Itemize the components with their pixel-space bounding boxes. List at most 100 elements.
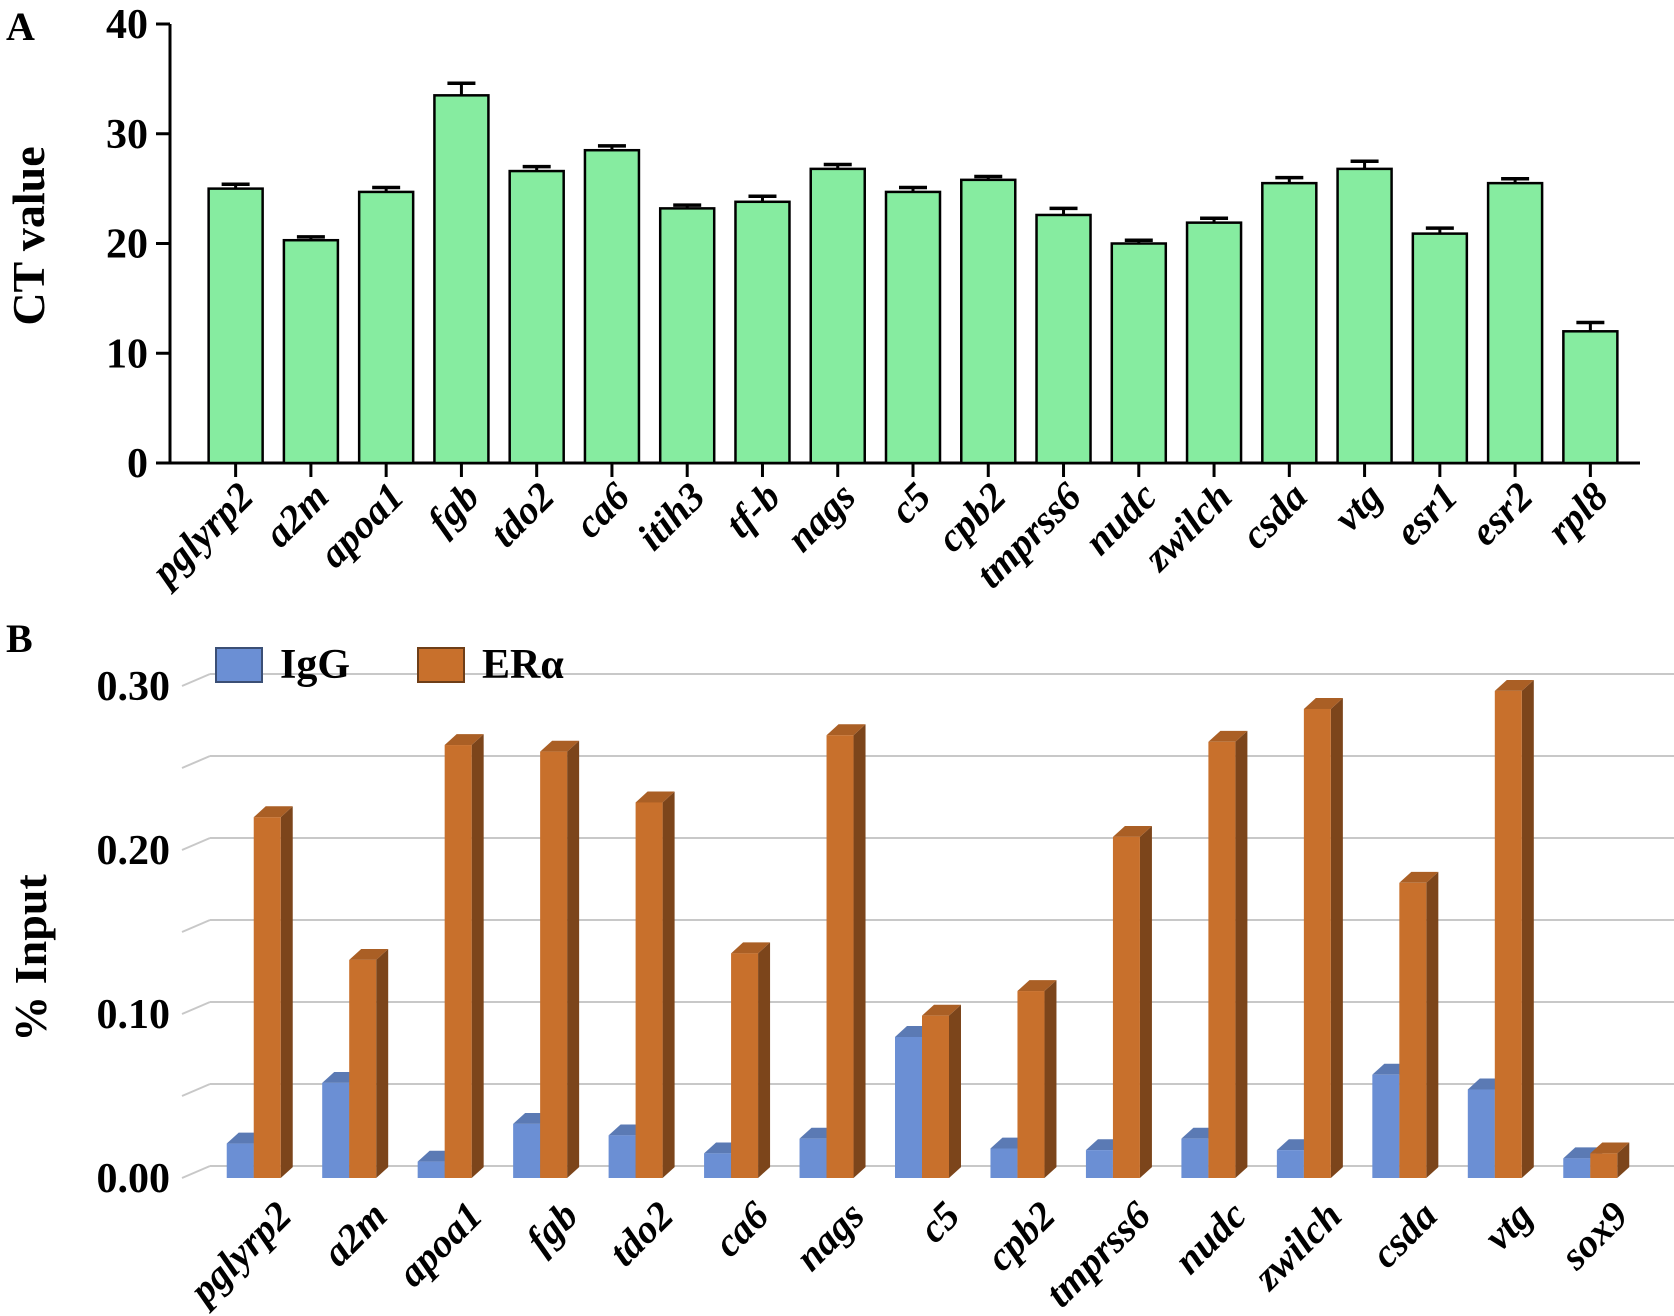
panel-b-bar-top xyxy=(1399,871,1439,883)
panel-b-label: B xyxy=(6,616,33,661)
panel-a-bar xyxy=(1261,181,1318,465)
panel-a-bar xyxy=(1486,181,1544,465)
panel-b-category-label: a2m xyxy=(313,1193,395,1275)
panel-b-bar-igg xyxy=(1085,1150,1113,1178)
panel-b-category-label: fgb xyxy=(517,1193,587,1263)
panel-b-legend-swatch xyxy=(417,647,465,683)
panel-a-bar xyxy=(1336,167,1393,465)
panel-b-bar-igg xyxy=(704,1153,732,1178)
panel-b-bar-top xyxy=(635,791,675,803)
panel-b-bar-era xyxy=(922,1015,949,1178)
panel-a-category-label: esr1 xyxy=(1386,474,1467,555)
panel-b-bar-igg xyxy=(608,1135,636,1178)
panel-b-bar-igg xyxy=(799,1138,827,1178)
panel-a-category-label: fgb xyxy=(418,474,488,544)
panel-a-category-label: c5 xyxy=(881,474,940,533)
panel-b-category-label: pglyrp2 xyxy=(178,1193,300,1315)
panel-b-gridline-slant xyxy=(181,1165,211,1179)
panel-b-bar-era xyxy=(1494,690,1522,1178)
panel-b-bar-top xyxy=(826,724,866,736)
panel-b-category-label: tmprss6 xyxy=(1036,1193,1159,1316)
panel-b-bar-top xyxy=(1017,980,1057,992)
panel-a-category-label: tf-b xyxy=(716,474,789,547)
panel-b-bar-side xyxy=(1617,1142,1630,1178)
panel-a-category-label: nags xyxy=(777,474,864,561)
panel-a-bar xyxy=(1035,213,1092,465)
panel-b-gridline-slant xyxy=(181,837,211,851)
panel-b-y-tick-label: 0.00 xyxy=(97,1156,171,1202)
panel-b-bar-igg xyxy=(1467,1089,1495,1178)
panel-a-bar xyxy=(1110,242,1168,465)
panel-b-bar-side xyxy=(1044,980,1057,1178)
panel-b-category-label: apoa1 xyxy=(389,1193,492,1296)
panel-b-bar-era xyxy=(1208,741,1236,1178)
panel-b-bar-era xyxy=(1017,991,1045,1178)
panel-a-y-tick-label: 40 xyxy=(106,2,148,48)
panel-b-bar-top xyxy=(1112,825,1152,837)
panel-b-legend-label: IgG xyxy=(280,642,350,688)
panel-b-bar-side xyxy=(1521,680,1534,1178)
panel-b-category-label: c5 xyxy=(910,1193,969,1252)
panel-a-y-axis-label: CT value xyxy=(3,146,54,325)
panel-b-legend-swatch xyxy=(215,647,263,683)
panel-b-bar-top xyxy=(922,1004,961,1016)
panel-b-bar-top xyxy=(253,806,293,818)
panel-a-bar xyxy=(734,200,791,465)
panel-b-bar-top xyxy=(444,734,484,746)
panel-b-bar-igg xyxy=(322,1082,350,1178)
panel-a-category-label: itih3 xyxy=(628,474,713,559)
panel-b-bar-igg xyxy=(1181,1138,1209,1178)
panel-a-category-label: vtg xyxy=(1325,474,1391,540)
panel-b-bar-igg xyxy=(513,1123,541,1178)
panel-a-bar xyxy=(583,148,641,465)
panel-a-label: A xyxy=(6,4,35,49)
panel-b-bar-era xyxy=(635,802,663,1178)
panel-b-bar-side xyxy=(1426,871,1439,1178)
panel-b-bar-top xyxy=(349,948,389,960)
panel-b-bar-top xyxy=(1208,730,1248,742)
panel-b-y-tick-label: 0.20 xyxy=(97,828,171,874)
panel-b-bar-igg xyxy=(895,1036,922,1178)
panel-b-bar-era xyxy=(1590,1153,1618,1178)
panel-b-category-label: nags xyxy=(786,1193,873,1280)
panel-b-legend: IgG ERα xyxy=(215,642,564,688)
panel-a-y-tick-label: 30 xyxy=(106,112,148,158)
panel-b-bar-igg xyxy=(990,1148,1018,1178)
panel-b-bar-era xyxy=(253,817,281,1178)
panel-a-category-label: esr2 xyxy=(1461,474,1542,555)
panel-b-bar-igg xyxy=(1372,1074,1400,1178)
panel-a-bar xyxy=(433,94,490,465)
panel-b-bar-side xyxy=(853,724,866,1178)
panel-b-category-label: zwilch xyxy=(1243,1193,1350,1300)
panel-b-bar-era xyxy=(444,745,472,1178)
panel-b-bar-top xyxy=(540,740,580,752)
panel-a-y-tick-label: 0 xyxy=(127,441,148,487)
panel-b-bar-side xyxy=(280,806,293,1178)
panel-a-category-label: pglyrp2 xyxy=(140,474,262,596)
panel-b-bar-top xyxy=(1494,680,1534,691)
panel-b-bar-top xyxy=(1590,1142,1630,1154)
panel-b-bar-top xyxy=(731,942,771,954)
panel-a-bar xyxy=(960,178,1017,465)
panel-a-category-label: tdo2 xyxy=(481,474,563,556)
panel-b-bar-igg xyxy=(226,1143,254,1178)
panel-a-bar xyxy=(508,169,565,465)
panel-a-category-label: csda xyxy=(1232,474,1316,558)
panel-b-bar-side xyxy=(1139,825,1152,1178)
panel-a-bar xyxy=(207,187,264,465)
panel-b-bar-side xyxy=(376,948,389,1178)
panel-b-category-label: sox9 xyxy=(1551,1193,1637,1279)
panel-b-gridline-slant xyxy=(181,755,211,769)
panel-b-bar-igg xyxy=(1563,1158,1591,1178)
panel-a-bar xyxy=(357,190,415,465)
panel-b-bar-era xyxy=(731,953,759,1178)
panel-a-y-tick-label: 10 xyxy=(106,331,148,377)
panel-b-bar-era xyxy=(1112,836,1140,1178)
panel-b-bar-era xyxy=(1399,882,1427,1178)
panel-a-bar xyxy=(658,207,716,465)
panel-b-bar-side xyxy=(662,791,675,1178)
panel-a-bar xyxy=(282,238,340,465)
panel-b-bar-top xyxy=(1303,698,1343,709)
